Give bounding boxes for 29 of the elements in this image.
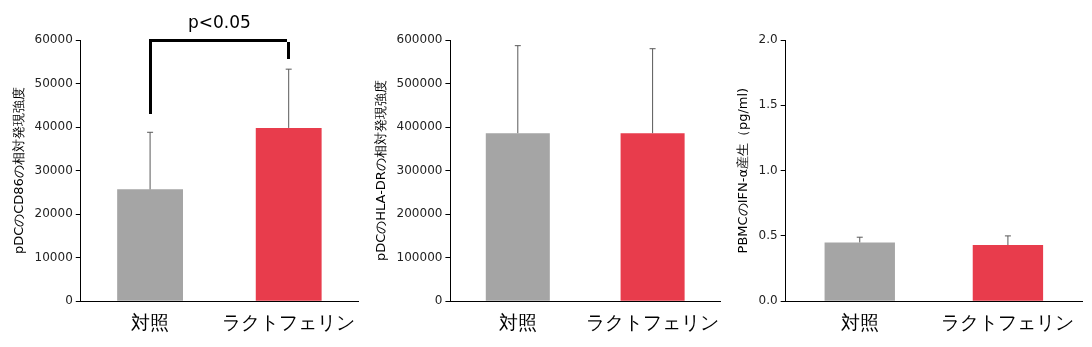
- y-tick-label: 40000: [34, 119, 73, 134]
- y-tick-label: 0: [65, 293, 73, 308]
- x-tick-label: 対照: [131, 310, 170, 333]
- y-tick-label: 600000: [396, 32, 443, 47]
- y-axis-title: pDCのCD86の相対発現強度: [11, 87, 27, 255]
- x-tick-label: ラクトフェリン: [222, 310, 356, 333]
- x-tick-label: ラクトフェリン: [941, 310, 1075, 333]
- y-tick-label: 10000: [34, 249, 73, 264]
- x-tick-label: ラクトフェリン: [586, 310, 720, 333]
- y-axis-title: PBMCのIFN-α産生（pg/ml): [735, 87, 751, 254]
- y-tick-label: 2.0: [758, 32, 778, 47]
- y-tick-label: 60000: [34, 32, 73, 47]
- y-tick-label: 0.5: [758, 228, 778, 243]
- y-tick-label: 400000: [396, 119, 443, 134]
- x-tick-label: 対照: [498, 310, 537, 333]
- y-tick-label: 50000: [34, 75, 73, 90]
- y-tick-label: 1.5: [758, 97, 778, 112]
- y-tick-label: 200000: [396, 206, 443, 221]
- y-tick-label: 30000: [34, 162, 73, 177]
- y-tick-label: 300000: [396, 162, 443, 177]
- y-tick-label: 100000: [396, 249, 443, 264]
- y-tick-label: 1.0: [758, 162, 778, 177]
- y-axis-title: pDCのHLA-DRの相対発現強度: [373, 80, 389, 262]
- x-tick-label: 対照: [840, 310, 879, 333]
- y-tick-label: 0: [434, 293, 443, 308]
- text: p<0.05: [187, 11, 251, 32]
- y-tick-label: 20000: [34, 206, 73, 221]
- y-tick-label: 0.0: [758, 293, 778, 308]
- y-tick-label: 500000: [396, 75, 443, 90]
